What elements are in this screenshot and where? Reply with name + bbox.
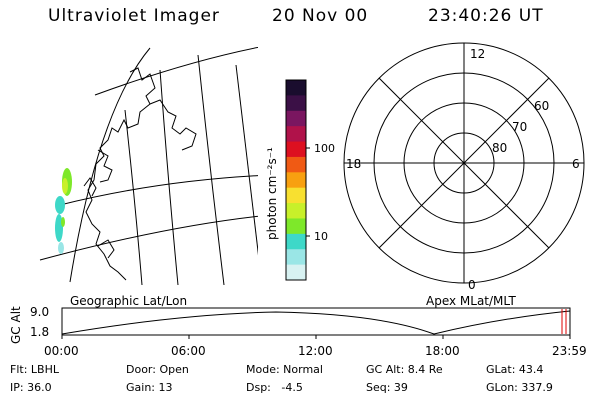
date-label: 20 Nov 00	[272, 6, 369, 26]
info-dsp: Dsp: -4.5	[246, 381, 303, 394]
info-mode: Mode: Normal	[246, 363, 323, 376]
colorbar-stripe	[286, 187, 306, 204]
colorbar-stripe	[286, 218, 306, 235]
timeline-ytick-high: 9.0	[30, 305, 50, 319]
colorbar-stripe	[286, 126, 306, 143]
timeline-xtick: 00:00	[44, 344, 79, 358]
colorbar-stripe	[286, 141, 306, 158]
colorbar-stripe	[286, 203, 306, 219]
colorbar-stripe	[286, 233, 306, 250]
info-glon: GLon: 337.9	[486, 381, 553, 394]
altitude-curve	[61, 310, 571, 335]
colorbar-stripe	[286, 80, 306, 96]
polar-map	[343, 42, 585, 284]
coastline	[149, 99, 197, 151]
info-gc-alt: GC Alt: 8.4 Re	[366, 363, 443, 376]
info-door: Door: Open	[126, 363, 189, 376]
colorbar-frame	[285, 79, 307, 281]
info-seq: Seq: 39	[366, 381, 408, 394]
globe-limb	[69, 47, 151, 283]
colorbar-stripe	[286, 95, 306, 112]
latitude-line	[94, 46, 258, 96]
timeline-xtick: 06:00	[171, 344, 206, 358]
coastline	[85, 67, 156, 281]
timeline-ylabel: GC Alt	[9, 306, 23, 344]
info-glat: GLat: 43.4	[486, 363, 544, 376]
polar-diagonal	[378, 77, 550, 249]
colorbar-axis-label: photon cm⁻²s⁻¹	[265, 147, 279, 240]
coastline	[97, 149, 113, 183]
coastline	[97, 239, 115, 259]
timeline-ytick-low: 1.8	[30, 325, 50, 339]
lat-label-60: 60	[534, 99, 549, 113]
lat-label-70: 70	[512, 120, 527, 134]
time-label: 23:40:26 UT	[428, 6, 544, 26]
colorbar-stripe	[286, 264, 306, 281]
timeline-xtick: 18:00	[425, 344, 460, 358]
longitude-line	[235, 64, 258, 257]
timeline-xtick: 23:59	[552, 344, 587, 358]
info-gain: Gain: 13	[126, 381, 173, 394]
coastline	[83, 177, 97, 197]
left-map-caption: Geographic Lat/Lon	[70, 294, 188, 308]
timeline-xtick: 12:00	[298, 344, 333, 358]
info-filter: Flt: LBHL	[10, 363, 59, 376]
mlt-label-12: 12	[470, 47, 485, 61]
longitude-line	[197, 54, 225, 286]
geographic-map	[39, 46, 258, 286]
latitude-line	[39, 215, 258, 261]
longitude-line	[124, 109, 143, 286]
mlt-label-18: 18	[346, 157, 361, 171]
mlt-label-0: 0	[468, 278, 476, 292]
mlt-label-6: 6	[572, 157, 580, 171]
info-ip: IP: 36.0	[10, 381, 52, 394]
colorbar-tick-100: 100	[314, 142, 335, 155]
colorbar-stripe	[286, 249, 306, 266]
colorbar-stripe	[286, 110, 306, 127]
instrument-title: Ultraviolet Imager	[48, 6, 220, 26]
lat-label-80: 80	[492, 141, 507, 155]
right-map-caption: Apex MLat/MLT	[426, 294, 516, 308]
colorbar-stripe	[286, 172, 306, 189]
colorbar	[286, 80, 306, 281]
colorbar-stripe	[286, 156, 306, 173]
aurora-emission	[55, 168, 72, 254]
longitude-line	[159, 69, 179, 286]
colorbar-tick-10: 10	[314, 230, 328, 243]
latitude-line	[59, 175, 258, 206]
